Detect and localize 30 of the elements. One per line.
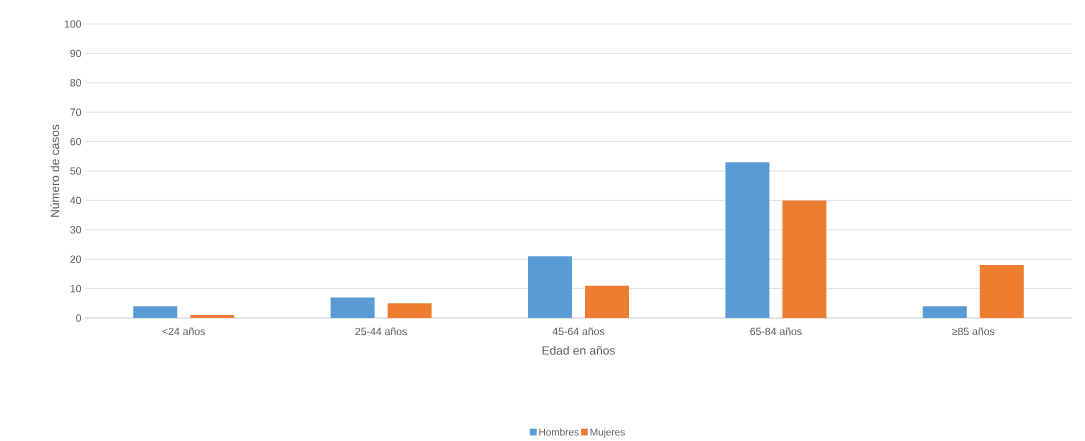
x-tick-label: 45-64 años: [552, 327, 605, 336]
x-tick-label: ≥85 años: [952, 327, 995, 336]
bar: [133, 306, 178, 318]
bar: [387, 303, 432, 318]
y-tick-label: 70: [70, 108, 82, 116]
y-tick-label: 10: [70, 284, 82, 293]
y-tick-label: 0: [76, 314, 82, 322]
bar: [979, 265, 1024, 318]
y-tick-label: 90: [70, 49, 82, 58]
y-tick-label: 30: [70, 226, 82, 234]
bar: [782, 200, 827, 318]
x-tick-label: <24 años: [162, 327, 205, 336]
x-tick-label: 25-44 años: [355, 327, 407, 336]
bar: [725, 162, 770, 318]
x-axis-title: Edad en años: [542, 345, 615, 355]
legend-label: Hombres: [539, 428, 579, 436]
legend-label: Mujeres: [590, 428, 625, 438]
y-tick-label: 40: [70, 196, 82, 205]
bar: [585, 285, 630, 318]
y-tick-label: 80: [70, 79, 82, 87]
bar: [528, 256, 573, 318]
x-tick-label: 65-84 años: [750, 327, 802, 336]
y-tick-label: 100: [64, 20, 82, 28]
bar: [190, 315, 235, 318]
y-tick-label: 50: [70, 167, 82, 175]
y-tick-label: 20: [70, 255, 82, 263]
bar: [330, 297, 375, 318]
y-axis-title: Número de casos: [50, 124, 60, 217]
y-tick-label: 60: [70, 137, 82, 146]
bar: [922, 306, 967, 318]
